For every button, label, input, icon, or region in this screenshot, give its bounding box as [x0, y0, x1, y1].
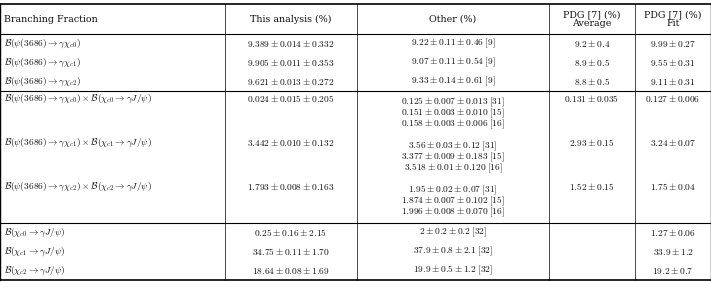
Text: $\mathcal{B}(\chi_{c0} \to \gamma J/\psi)$: $\mathcal{B}(\chi_{c0} \to \gamma J/\psi… — [4, 226, 65, 239]
Text: $3.56 \pm 0.03 \pm 0.12\;[31]$: $3.56 \pm 0.03 \pm 0.12\;[31]$ — [408, 139, 498, 153]
Text: $3.377 \pm 0.009 \pm 0.183\;[15]$: $3.377 \pm 0.009 \pm 0.183\;[15]$ — [401, 150, 505, 164]
Text: $0.125 \pm 0.007 \pm 0.013\;[31]$: $0.125 \pm 0.007 \pm 0.013\;[31]$ — [401, 95, 505, 109]
Text: $0.127 \pm 0.006$: $0.127 \pm 0.006$ — [646, 94, 700, 105]
Text: $9.2 \pm 0.4$: $9.2 \pm 0.4$ — [574, 38, 610, 49]
Text: Average: Average — [572, 20, 611, 28]
Text: $8.8 \pm 0.5$: $8.8 \pm 0.5$ — [574, 76, 610, 87]
Text: $37.9 \pm 0.8 \pm 2.1\;[32]$: $37.9 \pm 0.8 \pm 2.1\;[32]$ — [413, 245, 493, 258]
Text: $9.99 \pm 0.27$: $9.99 \pm 0.27$ — [650, 38, 696, 49]
Text: $8.9 \pm 0.5$: $8.9 \pm 0.5$ — [574, 57, 610, 68]
Text: Other (%): Other (%) — [429, 15, 476, 23]
Text: $2.93 \pm 0.15$: $2.93 \pm 0.15$ — [570, 138, 615, 149]
Text: $1.996 \pm 0.008 \pm 0.070\;[16]$: $1.996 \pm 0.008 \pm 0.070\;[16]$ — [401, 205, 505, 219]
Text: $1.874 \pm 0.007 \pm 0.102\;[15]$: $1.874 \pm 0.007 \pm 0.102\;[15]$ — [401, 194, 505, 208]
Text: $1.27 \pm 0.06$: $1.27 \pm 0.06$ — [650, 227, 696, 238]
Text: $3.24 \pm 0.07$: $3.24 \pm 0.07$ — [650, 138, 696, 149]
Text: $19.9 \pm 0.5 \pm 1.2\;[32]$: $19.9 \pm 0.5 \pm 1.2\;[32]$ — [413, 264, 493, 277]
Text: $3.518 \pm 0.01 \pm 0.120\;[16]$: $3.518 \pm 0.01 \pm 0.120\;[16]$ — [404, 161, 503, 175]
Text: $34.75 \pm 0.11 \pm 1.70$: $34.75 \pm 0.11 \pm 1.70$ — [252, 246, 330, 257]
Text: $1.75 \pm 0.04$: $1.75 \pm 0.04$ — [650, 181, 696, 192]
Text: $0.158 \pm 0.003 \pm 0.006\;[16]$: $0.158 \pm 0.003 \pm 0.006\;[16]$ — [401, 117, 505, 131]
Text: $9.389 \pm 0.014 \pm 0.332$: $9.389 \pm 0.014 \pm 0.332$ — [247, 38, 335, 49]
Text: $0.25 \pm 0.16 \pm 2.15$: $0.25 \pm 0.16 \pm 2.15$ — [255, 227, 328, 238]
Text: $\mathcal{B}(\psi(3686) \to \gamma\chi_{c2})$: $\mathcal{B}(\psi(3686) \to \gamma\chi_{… — [4, 75, 81, 88]
Text: $9.621 \pm 0.013 \pm 0.272$: $9.621 \pm 0.013 \pm 0.272$ — [247, 76, 335, 87]
Text: $9.07 \pm 0.11 \pm 0.54\;[9]$: $9.07 \pm 0.11 \pm 0.54\;[9]$ — [411, 56, 496, 69]
Text: $0.024 \pm 0.015 \pm 0.205$: $0.024 \pm 0.015 \pm 0.205$ — [247, 94, 335, 105]
Text: This analysis (%): This analysis (%) — [250, 14, 332, 23]
Text: $\mathcal{B}(\psi(3686) \to \gamma\chi_{c1}) \times \mathcal{B}(\chi_{c1} \to \g: $\mathcal{B}(\psi(3686) \to \gamma\chi_{… — [4, 137, 152, 149]
Text: $\mathcal{B}(\psi(3686) \to \gamma\chi_{c0}) \times \mathcal{B}(\chi_{c0} \to \g: $\mathcal{B}(\psi(3686) \to \gamma\chi_{… — [4, 93, 152, 105]
Text: $18.64 \pm 0.08 \pm 1.69$: $18.64 \pm 0.08 \pm 1.69$ — [252, 265, 330, 276]
Text: Branching Fraction: Branching Fraction — [4, 15, 97, 23]
Text: $0.151 \pm 0.003 \pm 0.010\;[15]$: $0.151 \pm 0.003 \pm 0.010\;[15]$ — [401, 106, 505, 120]
Text: $0.131 \pm 0.035$: $0.131 \pm 0.035$ — [565, 94, 619, 105]
Text: PDG [7] (%): PDG [7] (%) — [563, 10, 621, 20]
Text: $9.11 \pm 0.31$: $9.11 \pm 0.31$ — [651, 76, 695, 87]
Text: $19.2 \pm 0.7$: $19.2 \pm 0.7$ — [653, 265, 694, 276]
Text: $9.22 \pm 0.11 \pm 0.46\;[9]$: $9.22 \pm 0.11 \pm 0.46\;[9]$ — [411, 37, 496, 50]
Text: $33.9 \pm 1.2$: $33.9 \pm 1.2$ — [653, 246, 693, 257]
Text: $\mathcal{B}(\psi(3686) \to \gamma\chi_{c0})$: $\mathcal{B}(\psi(3686) \to \gamma\chi_{… — [4, 37, 81, 50]
Text: $2 \pm 0.2 \pm 0.2\;[32]$: $2 \pm 0.2 \pm 0.2\;[32]$ — [419, 226, 487, 239]
Text: $9.55 \pm 0.31$: $9.55 \pm 0.31$ — [651, 57, 695, 68]
Text: $1.95 \pm 0.02 \pm 0.07\;[31]$: $1.95 \pm 0.02 \pm 0.07\;[31]$ — [408, 183, 498, 197]
Text: $3.442 \pm 0.010 \pm 0.132$: $3.442 \pm 0.010 \pm 0.132$ — [247, 138, 335, 149]
Text: $1.52 \pm 0.15$: $1.52 \pm 0.15$ — [570, 181, 615, 192]
Text: $\mathcal{B}(\psi(3686) \to \gamma\chi_{c2}) \times \mathcal{B}(\chi_{c2} \to \g: $\mathcal{B}(\psi(3686) \to \gamma\chi_{… — [4, 181, 152, 193]
Text: PDG [7] (%): PDG [7] (%) — [644, 10, 702, 20]
Text: Fit: Fit — [666, 20, 680, 28]
Text: $9.905 \pm 0.011 \pm 0.353$: $9.905 \pm 0.011 \pm 0.353$ — [247, 57, 335, 68]
Text: $9.33 \pm 0.14 \pm 0.61\;[9]$: $9.33 \pm 0.14 \pm 0.61\;[9]$ — [411, 75, 496, 88]
Text: $\mathcal{B}(\chi_{c1} \to \gamma J/\psi)$: $\mathcal{B}(\chi_{c1} \to \gamma J/\psi… — [4, 245, 65, 258]
Text: $\mathcal{B}(\psi(3686) \to \gamma\chi_{c1})$: $\mathcal{B}(\psi(3686) \to \gamma\chi_{… — [4, 56, 81, 69]
Text: $1.793 \pm 0.008 \pm 0.163$: $1.793 \pm 0.008 \pm 0.163$ — [247, 181, 335, 192]
Text: $\mathcal{B}(\chi_{c2} \to \gamma J/\psi)$: $\mathcal{B}(\chi_{c2} \to \gamma J/\psi… — [4, 264, 65, 277]
